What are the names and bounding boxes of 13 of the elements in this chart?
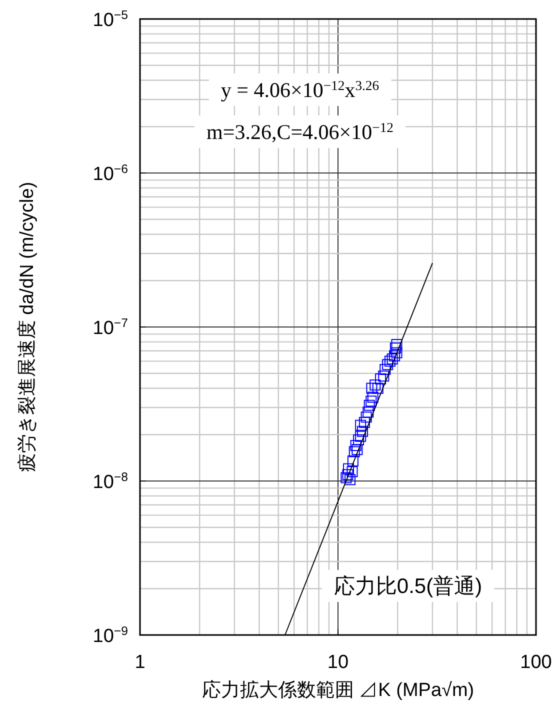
annotation: y = 4.06×10$^{−12}$x$^{3.26}$ — [220, 78, 380, 102]
x-tick-label: 10 — [327, 652, 349, 673]
y-tick-label: 10$^{−7}$ — [92, 316, 128, 339]
x-axis-title: 応力拡大係数範囲 ⊿K (MPa√m) — [202, 679, 474, 701]
y-tick-label: 10$^{−8}$ — [92, 470, 128, 493]
x-tick-label: 100 — [520, 652, 552, 673]
y-tick-label: 10$^{−6}$ — [92, 162, 128, 185]
y-tick-label: 10$^{−9}$ — [92, 624, 128, 647]
annotation: m=3.26,C=4.06×10$^{−12}$ — [206, 120, 394, 144]
annotation: 応力比0.5(普通) — [334, 574, 482, 598]
y-tick-label: 10$^{−5}$ — [92, 8, 128, 31]
y-axis-title: 疲労き裂進展速度 da/dN (m/cycle) — [16, 182, 38, 472]
x-tick-label: 1 — [134, 652, 146, 673]
